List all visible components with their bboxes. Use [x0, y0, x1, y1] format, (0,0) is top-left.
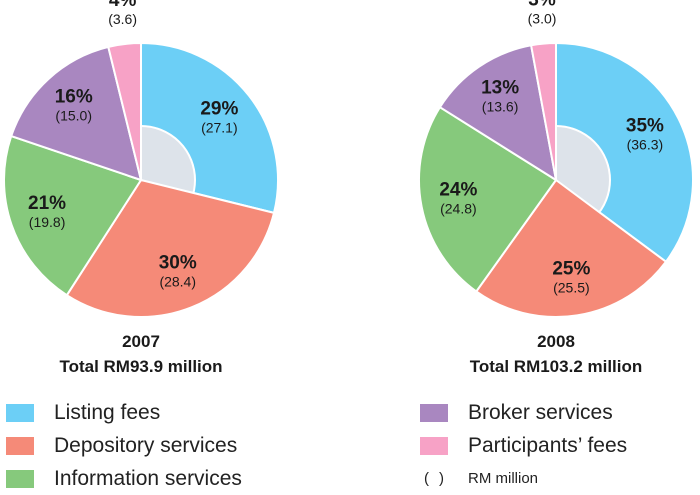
chart-total-2008: Total RM103.2 million	[470, 357, 643, 376]
pie-slice-2008-broker-services	[438, 44, 558, 183]
pct-label-2008-depository-services: 25%	[552, 258, 590, 279]
revenue-pie-charts: 29%(27.1)30%(28.4)21%(19.8)16%(15.0)4%(3…	[3, 0, 694, 376]
pct-label-2008-listing-fees: 35%	[626, 115, 664, 136]
value-label-2008-participants-fees: (3.0)	[528, 11, 557, 27]
chart-year-2007: 2007	[122, 332, 160, 351]
value-label-2008-broker-services: (13.6)	[482, 99, 519, 115]
value-label-2008-listing-fees: (36.3)	[627, 136, 664, 152]
legend-swatch-broker-services	[420, 403, 448, 422]
value-label-2007-depository-services: (28.4)	[159, 273, 196, 289]
value-label-2007-broker-services: (15.0)	[55, 108, 92, 124]
legend-item-participants-fees: Participants’ fees	[420, 429, 627, 462]
pie-slice-2008-listing-fees	[555, 41, 694, 264]
legend-swatch-depository-services	[6, 436, 34, 455]
pie-chart-2008: 35%(36.3) 25%(25.5) 24%(24.8) 13%(13.6) 3%(3…	[418, 0, 694, 376]
unit-label: RM million	[468, 470, 539, 487]
unit-paren-close: )	[439, 470, 444, 487]
legend-swatch-participants-fees	[420, 436, 448, 455]
legend-item-unit-note: ( ) RM million	[420, 462, 627, 495]
value-label-2008-depository-services: (25.5)	[553, 279, 590, 295]
pct-label-2008-information-services: 24%	[439, 179, 477, 200]
legend-label-listing-fees: Listing fees	[54, 400, 161, 424]
legend-swatch-information-services	[6, 469, 34, 488]
chart-total-2007: Total RM93.9 million	[59, 357, 222, 376]
unit-paren-open: (	[424, 470, 429, 487]
legend-item-broker-services: Broker services	[420, 396, 627, 429]
unit-parentheses: ( )	[420, 470, 448, 487]
legend-label-participants-fees: Participants’ fees	[468, 433, 628, 457]
pie-slice-2007-information-services	[3, 134, 143, 297]
pct-label-2007-participants-fees: 4%	[109, 0, 137, 11]
pie-chart-2007: 29%(27.1) 30%(28.4) 21%(19.8) 16%(15.0) 4%(3…	[3, 0, 279, 376]
pie-slice-2007-broker-services	[9, 45, 143, 182]
legend-label-broker-services: Broker services	[468, 400, 613, 424]
value-label-2008-information-services: (24.8)	[440, 200, 477, 216]
legend-item-information-services: Information services	[6, 462, 242, 495]
value-label-2007-information-services: (19.8)	[29, 214, 66, 230]
pct-label-2008-broker-services: 13%	[481, 78, 519, 99]
pct-label-2007-information-services: 21%	[28, 193, 66, 214]
pct-label-2007-listing-fees: 29%	[200, 99, 238, 120]
value-label-2007-listing-fees: (27.1)	[201, 120, 238, 136]
pct-label-2008-participants-fees: 3%	[528, 0, 556, 11]
pie-slice-2007-depository-services	[65, 178, 276, 318]
legend-item-listing-fees: Listing fees	[6, 396, 242, 429]
legend-label-information-services: Information services	[54, 466, 242, 490]
value-label-2007-participants-fees: (3.6)	[108, 11, 137, 27]
pie-slice-2008-information-services	[418, 105, 558, 293]
pie-slice-2008-participants-fees	[529, 41, 557, 181]
pie-slice-2008-depository-services	[474, 178, 668, 318]
legend-swatch-listing-fees	[6, 403, 34, 422]
legend-left: Listing fees Depository services Informa…	[6, 396, 242, 495]
pie-slice-2007-participants-fees	[107, 41, 142, 181]
pct-label-2007-depository-services: 30%	[159, 252, 197, 273]
pct-label-2007-broker-services: 16%	[55, 87, 93, 108]
legend-label-depository-services: Depository services	[54, 433, 238, 457]
legend-item-depository-services: Depository services	[6, 429, 242, 462]
legend-right: Broker services Participants’ fees ( ) R…	[420, 396, 627, 495]
chart-year-2008: 2008	[537, 332, 575, 351]
